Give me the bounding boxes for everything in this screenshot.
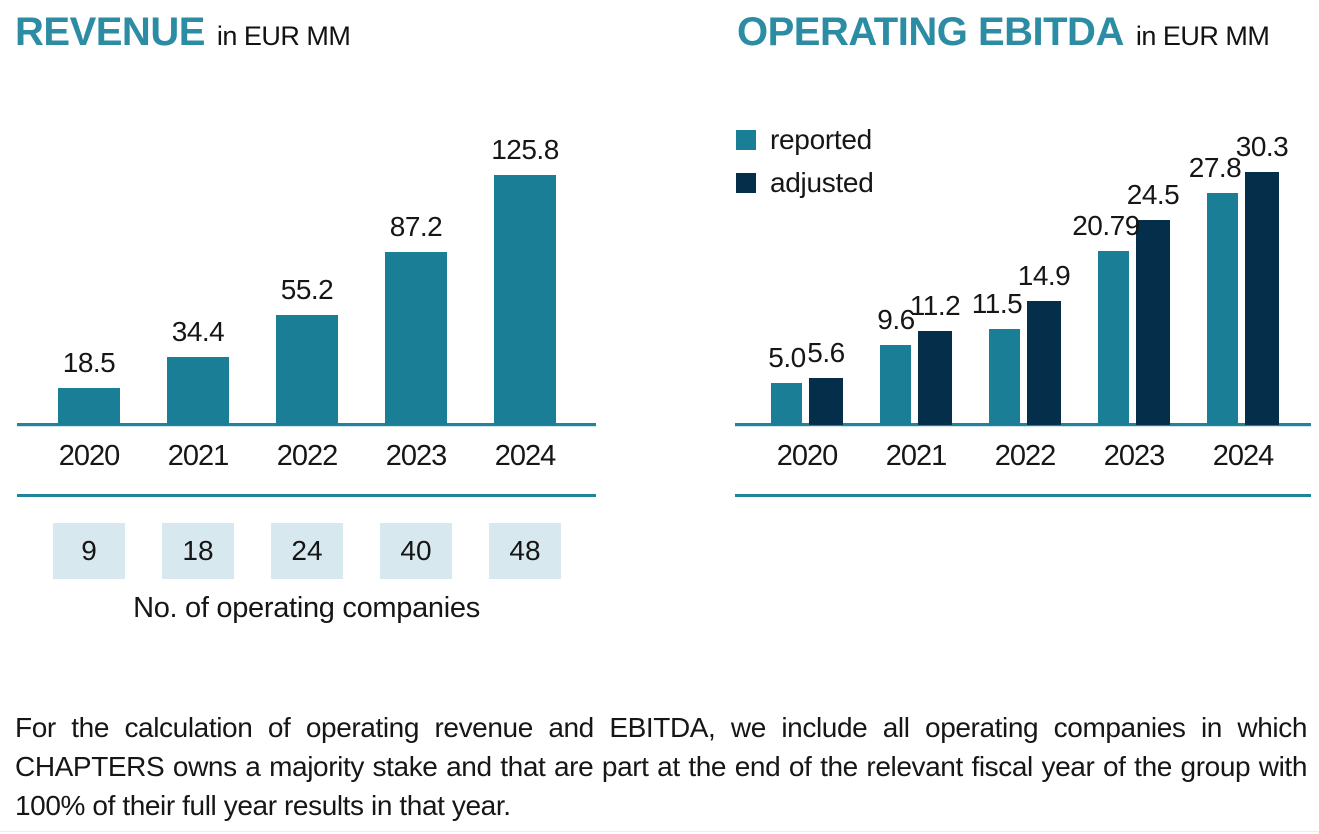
ebitda-bar-reported bbox=[771, 383, 802, 425]
legend-label-adjusted: adjusted bbox=[770, 167, 874, 198]
ebitda-year-label: 2023 bbox=[1103, 440, 1166, 472]
revenue-bar-value: 18.5 bbox=[62, 347, 116, 378]
revenue-year-label: 2021 bbox=[167, 440, 230, 472]
revenue-title: REVENUE bbox=[15, 10, 205, 54]
ebitda-bar-adjusted bbox=[809, 378, 843, 425]
operating-companies-box: 24 bbox=[271, 523, 343, 579]
revenue-bar-value: 125.8 bbox=[491, 134, 559, 165]
operating-companies-caption: No. of operating companies bbox=[133, 592, 480, 624]
revenue-year-label: 2024 bbox=[494, 440, 557, 472]
revenue-bar-value: 34.4 bbox=[171, 316, 225, 347]
ebitda-baseline-axis bbox=[735, 423, 1311, 426]
ebitda-value-adjusted: 24.5 bbox=[1126, 179, 1180, 210]
ebitda-value-reported: 27.8 bbox=[1188, 152, 1242, 183]
ebitda-value-adjusted: 14.9 bbox=[1017, 260, 1071, 291]
ebitda-bar-adjusted bbox=[1027, 301, 1061, 425]
revenue-year-label: 2020 bbox=[58, 440, 121, 472]
ebitda-title-row: OPERATING EBITDA in EUR MM bbox=[737, 10, 1270, 55]
ebitda-year-label: 2022 bbox=[994, 440, 1057, 472]
ebitda-value-reported: 9.6 bbox=[877, 304, 915, 335]
revenue-year-label: 2022 bbox=[276, 440, 339, 472]
ebitda-title: OPERATING EBITDA bbox=[737, 10, 1124, 54]
ebitda-baseline-highlight bbox=[735, 426, 1311, 427]
ebitda-value-adjusted: 5.6 bbox=[807, 337, 845, 368]
revenue-title-row: REVENUE in EUR MM bbox=[15, 10, 351, 55]
ebitda-bar-adjusted bbox=[1136, 220, 1170, 425]
ebitda-value-reported: 5.0 bbox=[768, 342, 806, 373]
revenue-bar bbox=[385, 252, 447, 425]
footnote-line: CHAPTERS owns a majority stake and that … bbox=[15, 751, 1307, 782]
ebitda-bar-reported bbox=[989, 329, 1020, 425]
footnote-line: For the calculation of operating revenue… bbox=[15, 712, 1307, 743]
revenue-bar bbox=[58, 388, 120, 425]
revenue-baseline-highlight bbox=[17, 426, 596, 427]
ebitda-bar-reported bbox=[1098, 251, 1129, 425]
operating-companies-box: 18 bbox=[162, 523, 234, 579]
ebitda-value-reported: 20.79 bbox=[1072, 210, 1140, 241]
revenue-bar-value: 87.2 bbox=[389, 211, 443, 242]
reported-swatch-icon bbox=[736, 130, 756, 150]
ebitda-value-reported: 11.5 bbox=[971, 288, 1023, 319]
ebitda-divider-line bbox=[735, 494, 1311, 497]
ebitda-bar-reported bbox=[880, 345, 911, 425]
ebitda-value-adjusted: 30.3 bbox=[1235, 131, 1289, 162]
revenue-bar bbox=[167, 357, 229, 425]
revenue-year-label: 2023 bbox=[385, 440, 448, 472]
legend-row-reported: reported bbox=[736, 124, 873, 156]
adjusted-swatch-icon bbox=[736, 173, 756, 193]
ebitda-value-adjusted: 11.2 bbox=[909, 290, 961, 321]
footnote-line: 100% of their full year results in that … bbox=[15, 790, 511, 821]
legend-row-adjusted: adjusted bbox=[736, 167, 874, 199]
revenue-title-unit: in EUR MM bbox=[216, 21, 351, 51]
revenue-divider-line bbox=[17, 494, 596, 497]
operating-companies-box: 48 bbox=[489, 523, 561, 579]
revenue-bar bbox=[494, 175, 556, 425]
ebitda-bar-adjusted bbox=[1245, 172, 1279, 425]
ebitda-bar-adjusted bbox=[918, 331, 952, 425]
legend-label-reported: reported bbox=[770, 124, 872, 155]
operating-companies-box: 40 bbox=[380, 523, 452, 579]
bottom-edge-rule bbox=[0, 831, 1319, 832]
ebitda-year-label: 2024 bbox=[1212, 440, 1275, 472]
ebitda-year-label: 2020 bbox=[776, 440, 839, 472]
revenue-bar bbox=[276, 315, 338, 425]
ebitda-year-label: 2021 bbox=[885, 440, 948, 472]
operating-companies-box: 9 bbox=[53, 523, 125, 579]
revenue-bar-value: 55.2 bbox=[280, 274, 334, 305]
ebitda-legend: reported adjusted bbox=[736, 124, 874, 199]
ebitda-title-unit: in EUR MM bbox=[1135, 21, 1270, 51]
footnote: For the calculation of operating revenue… bbox=[15, 708, 1307, 825]
ebitda-bar-reported bbox=[1207, 193, 1238, 425]
